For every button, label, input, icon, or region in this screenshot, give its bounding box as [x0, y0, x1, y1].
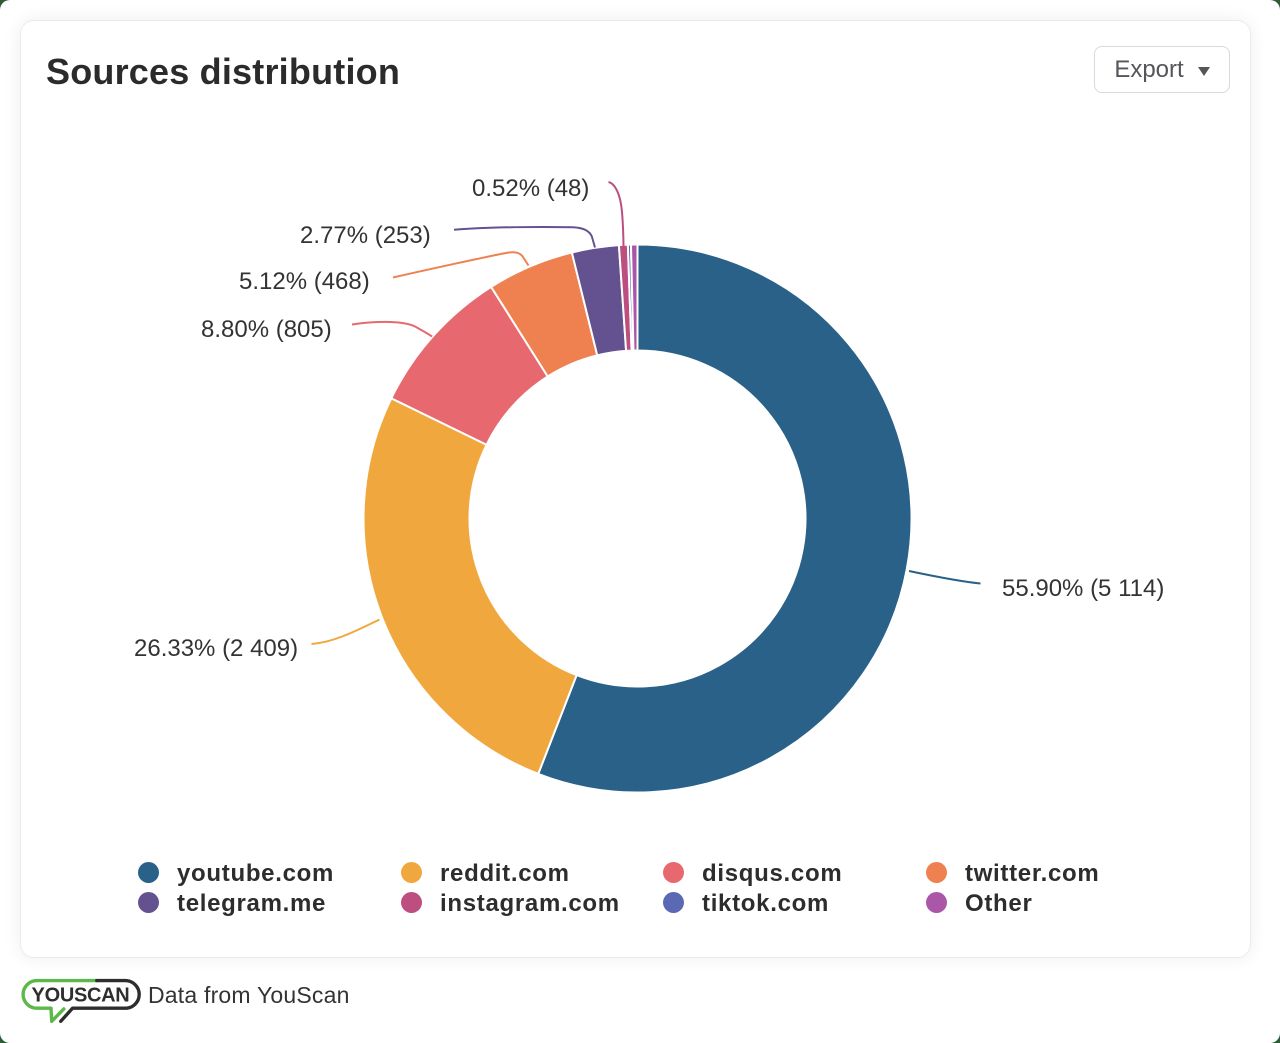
- svg-text:26.33% (2 409): 26.33% (2 409): [134, 635, 298, 662]
- svg-text:2.77% (253): 2.77% (253): [300, 222, 431, 249]
- svg-text:0.52% (48): 0.52% (48): [472, 175, 589, 202]
- svg-text:YOUSCAN: YOUSCAN: [32, 984, 130, 1006]
- svg-text:55.90% (5 114): 55.90% (5 114): [1002, 575, 1164, 602]
- svg-text:5.12% (468): 5.12% (468): [239, 268, 370, 295]
- svg-text:8.80% (805): 8.80% (805): [201, 316, 332, 343]
